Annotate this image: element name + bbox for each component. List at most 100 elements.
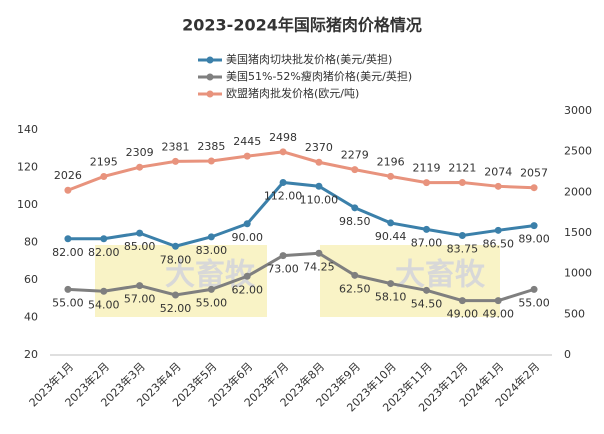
point — [458, 297, 466, 305]
data-label: 2381 — [162, 140, 190, 153]
point — [423, 225, 430, 233]
data-label: 112.00 — [264, 190, 303, 203]
data-label: 98.50 — [339, 215, 371, 228]
y-tick-label: 140 — [17, 123, 38, 136]
data-label: 49.00 — [482, 308, 514, 321]
data-label: 87.00 — [411, 236, 443, 249]
data-label: 86.50 — [482, 237, 514, 250]
series-line — [67, 251, 535, 303]
y-tick-label: 40 — [24, 311, 38, 324]
point — [136, 282, 144, 290]
data-label: 62.00 — [231, 283, 263, 296]
point — [172, 291, 179, 299]
data-label: 2121 — [448, 161, 476, 174]
data-label: 52.00 — [160, 302, 192, 315]
point — [387, 172, 395, 180]
y-tick-label: 60 — [24, 273, 38, 286]
data-label: 74.25 — [303, 260, 335, 273]
data-label: 90.00 — [231, 231, 263, 244]
point — [387, 280, 395, 288]
data-label: 58.10 — [375, 291, 407, 304]
point — [279, 148, 287, 156]
data-label: 2385 — [197, 140, 225, 153]
y2-tick-label: 0 — [564, 348, 571, 361]
data-label: 54.00 — [88, 298, 120, 311]
point — [243, 220, 251, 228]
data-label: 83.75 — [447, 242, 479, 255]
point — [351, 271, 359, 279]
point — [315, 158, 323, 166]
y-tick-label: 120 — [17, 161, 38, 174]
data-label: 54.50 — [411, 297, 443, 310]
legend-label: 欧盟猪肉批发价格(欧元/吨) — [226, 86, 359, 100]
data-label: 2279 — [341, 149, 369, 162]
point — [243, 152, 251, 160]
data-label: 57.00 — [124, 293, 156, 306]
data-label: 49.00 — [447, 308, 479, 321]
data-label: 2195 — [90, 155, 118, 168]
data-label: 90.44 — [375, 230, 407, 243]
data-label: 2074 — [484, 165, 512, 178]
point — [351, 204, 359, 212]
data-label: 2057 — [520, 167, 548, 180]
data-label: 2309 — [126, 146, 154, 159]
y-tick-label: 100 — [17, 198, 38, 211]
y2-tick-label: 1500 — [564, 226, 592, 239]
point — [100, 235, 108, 243]
point — [530, 184, 538, 192]
data-label: 55.00 — [52, 296, 84, 309]
data-label: 110.00 — [300, 193, 339, 206]
point — [64, 186, 72, 194]
y2-tick-label: 1000 — [564, 267, 592, 280]
data-label: 2370 — [305, 141, 333, 154]
legend-marker — [206, 90, 214, 98]
data-label: 55.00 — [518, 296, 550, 309]
point — [530, 222, 538, 230]
data-label: 2498 — [269, 131, 297, 144]
point — [423, 286, 430, 294]
point — [423, 179, 430, 187]
point — [100, 287, 108, 295]
series-line — [67, 150, 535, 192]
data-label: 2445 — [233, 135, 261, 148]
point — [458, 178, 466, 186]
data-label: 62.50 — [339, 282, 371, 295]
point — [207, 157, 215, 165]
y2-tick-label: 3000 — [564, 104, 592, 117]
y2-tick-label: 2000 — [564, 185, 592, 198]
y2-tick-label: 500 — [564, 307, 585, 320]
point — [136, 163, 144, 171]
watermark-box — [320, 245, 500, 317]
point — [207, 285, 215, 293]
y2-tick-label: 2500 — [564, 145, 592, 158]
point — [136, 229, 144, 237]
point — [494, 226, 502, 234]
point — [172, 242, 179, 250]
data-label: 85.00 — [124, 240, 156, 253]
point — [100, 172, 108, 180]
data-label: 82.00 — [52, 246, 84, 259]
point — [458, 231, 466, 239]
data-label: 73.00 — [267, 263, 299, 276]
point — [387, 219, 395, 227]
y-tick-label: 20 — [24, 348, 38, 361]
y-tick-label: 80 — [24, 236, 38, 249]
point — [279, 179, 287, 186]
legend-label: 美国51%-52%瘦肉猪价格(美元/英担) — [226, 69, 412, 83]
point — [315, 182, 323, 190]
point — [64, 285, 72, 293]
point — [279, 252, 287, 260]
data-label: 55.00 — [196, 296, 228, 309]
data-label: 2026 — [54, 169, 82, 182]
legend-label: 美国猪肉切块批发价格(美元/英担) — [226, 52, 392, 66]
data-label: 89.00 — [518, 233, 550, 246]
point — [494, 297, 502, 305]
point — [351, 166, 359, 174]
data-label: 83.00 — [196, 244, 228, 257]
chart-title: 2023-2024年国际猪肉价格情况 — [182, 16, 422, 35]
point — [64, 235, 72, 243]
point — [172, 157, 179, 165]
legend-marker — [206, 73, 214, 81]
